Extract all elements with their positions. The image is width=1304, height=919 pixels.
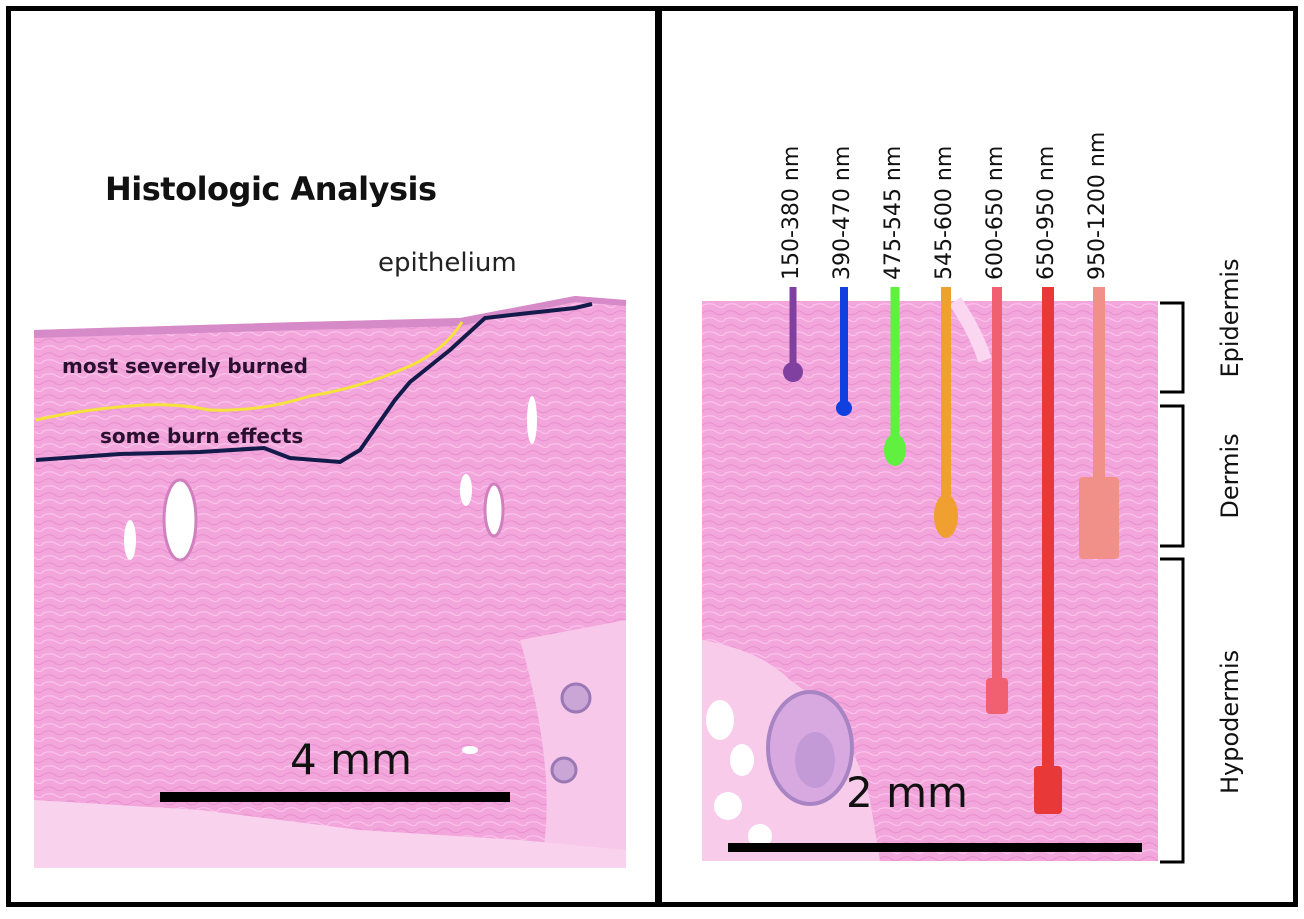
fat-lobule [748, 824, 772, 848]
hypodermis-bracket [1160, 557, 1185, 864]
probe-stem-7 [1093, 287, 1105, 518]
epidermis-bracket [1160, 301, 1185, 394]
wavelength-label-7: 950-1200 nm [1085, 131, 1110, 280]
follicle [162, 478, 198, 562]
epithelium-label: epithelium [378, 248, 517, 278]
follicle [483, 482, 505, 538]
severe-burn-boundary-line [35, 321, 464, 422]
probe-tip-6 [1034, 766, 1062, 814]
probe-tip-2 [836, 400, 852, 416]
wavelength-label-5: 600-650 nm [983, 145, 1008, 280]
epithelium-band [34, 296, 626, 338]
right-scale-label: 2 mm [846, 768, 968, 817]
follicle [460, 474, 472, 506]
fat-lobule [706, 700, 734, 740]
probe-tip-3 [884, 434, 906, 466]
probe-stem-3 [890, 287, 900, 450]
follicle [124, 520, 136, 560]
right-pale-streak [949, 297, 992, 363]
gland [550, 756, 578, 784]
right-scale-bar [728, 843, 1142, 852]
left-scale-label: 4 mm [290, 735, 412, 784]
dermis-label: Dermis [1216, 433, 1244, 519]
probe-stem-1 [789, 287, 797, 372]
dermis-bracket [1160, 404, 1185, 548]
probe-stem-4 [941, 287, 951, 516]
probe-tip-1 [783, 362, 803, 382]
wavelength-label-2: 390-470 nm [830, 145, 855, 280]
right-follicle-core [795, 732, 835, 788]
wavelength-probes [783, 287, 1119, 814]
probe-tip-4 [934, 494, 958, 538]
follicle [527, 396, 537, 444]
wavelength-label-3: 475-545 nm [881, 145, 906, 280]
fat-lobule [714, 792, 742, 820]
figure-title: Histologic Analysis [105, 170, 437, 208]
epidermis-label: Epidermis [1216, 258, 1244, 378]
probe-stem-5 [992, 287, 1002, 696]
left-tissue-lower-pale [520, 620, 626, 868]
wavelength-label-6: 650-950 nm [1034, 145, 1059, 280]
left-tissue-bottom-pale [34, 800, 626, 868]
severe-burn-label: most severely burned [62, 354, 308, 378]
wavelength-label-4: 545-600 nm [932, 145, 957, 280]
burn-effects-boundary-line [35, 302, 593, 465]
probe-tip-7 [1079, 477, 1119, 559]
wavelength-label-1: 150-380 nm [779, 145, 804, 280]
follicle [462, 746, 478, 754]
fat-lobule [730, 744, 754, 776]
left-scale-bar [160, 792, 510, 802]
left-tissue-section [34, 296, 626, 868]
burn-effects-label: some burn effects [100, 424, 304, 448]
hypodermis-label: Hypodermis [1216, 649, 1244, 794]
probe-stem-2 [840, 287, 848, 408]
probe-stem-6 [1042, 287, 1054, 790]
gland [560, 682, 592, 714]
probe-tip-5 [986, 678, 1008, 714]
